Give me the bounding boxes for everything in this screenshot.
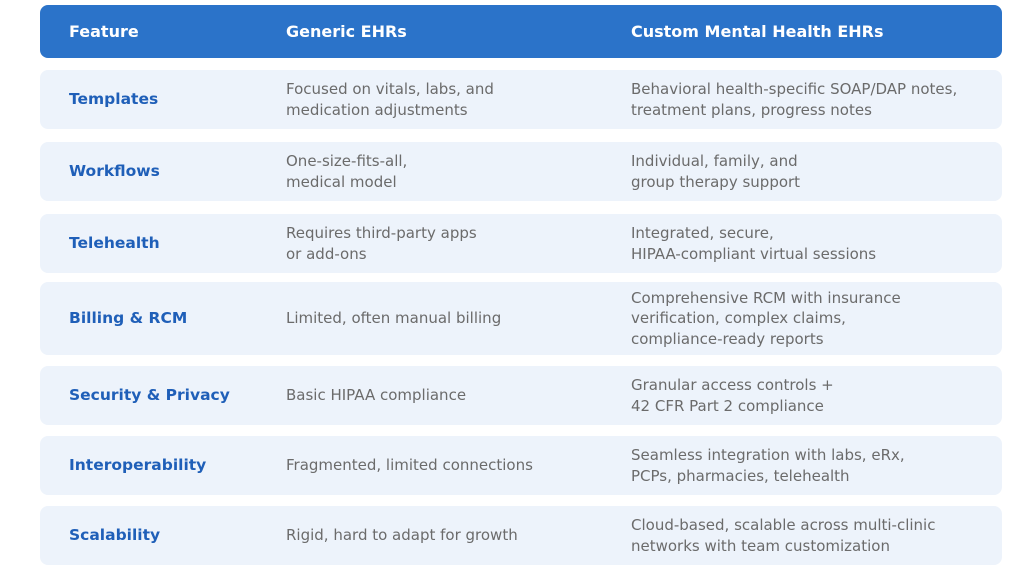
cell-text: Comprehensive RCM with insurance <box>631 288 901 307</box>
cell-text: Templates <box>69 90 159 109</box>
table-row: Workflows One-size-fits-all, medical model… <box>40 142 1002 201</box>
table-cell: Interoperability <box>69 436 206 495</box>
cell-text: Focused on vitals, labs, and <box>286 80 494 98</box>
table-cell: Integrated, secure, HIPAA-compliant virtu… <box>631 214 876 273</box>
table-cell: Limited, often manual billing <box>286 282 501 355</box>
cell-text: Scalability <box>69 526 161 545</box>
table-row: Templates Focused on vitals, labs, and med… <box>40 70 1002 129</box>
table-cell: Focused on vitals, labs, and medication a… <box>286 70 494 129</box>
cell-text: Billing & RCM <box>69 309 188 328</box>
table-cell: Behavioral health-specific SOAP/DAP note… <box>631 70 957 129</box>
cell-text: verification, complex claims, <box>631 309 846 328</box>
header-text: Generic EHRs <box>286 22 407 41</box>
table-row: Telehealth Requires third-party apps or ad… <box>40 214 1002 273</box>
table-cell: Granular access controls + 42 CFR Part 2 … <box>631 366 834 425</box>
cell-text: HIPAA-compliant virtual sessions <box>631 244 877 263</box>
cell-text: 42 CFR Part 2 compliance <box>631 396 824 415</box>
table-cell: Basic HIPAA compliance <box>286 366 466 425</box>
table-header: Feature Generic EHRs Custom Mental Health … <box>40 5 1002 58</box>
header-cell: Feature <box>69 5 139 58</box>
table-cell: Templates <box>69 70 158 129</box>
cell-text: One-size-fits-all, <box>286 152 408 170</box>
cell-text: medication adjustments <box>286 100 468 119</box>
table-row: Security & Privacy Basic HIPAA compliance… <box>40 366 1002 425</box>
header-text: Custom Mental Health EHRs <box>631 22 884 41</box>
header-cell: Custom Mental Health EHRs <box>631 5 884 58</box>
cell-text: group therapy support <box>631 172 801 191</box>
cell-text: or add-ons <box>286 244 367 263</box>
table-cell: Fragmented, limited connections <box>286 436 533 495</box>
cell-text: Integrated, secure, <box>631 224 774 242</box>
table-cell: Security & Privacy <box>69 366 230 425</box>
table-cell: Workflows <box>69 142 160 201</box>
cell-text: Workflows <box>69 162 160 181</box>
cell-text: Interoperability <box>69 456 207 475</box>
cell-text: Requires third-party apps <box>286 224 477 242</box>
table-cell: Individual, family, and group therapy sup… <box>631 142 800 201</box>
cell-text: treatment plans, progress notes <box>631 100 872 119</box>
table-row: Billing & RCM Limited, often manual billi… <box>40 282 1002 355</box>
table-row: Interoperability Fragmented, limited conn… <box>40 436 1002 495</box>
table-cell: Telehealth <box>69 214 160 273</box>
cell-text: Security & Privacy <box>69 386 230 405</box>
table-cell: Requires third-party apps or add-ons <box>286 214 477 273</box>
cell-text: Individual, family, and <box>631 152 798 170</box>
cell-text: Behavioral health-specific SOAP/DAP note… <box>631 80 958 98</box>
cell-text: Fragmented, limited connections <box>286 456 533 475</box>
table-cell: Cloud-based, scalable across multi-clini… <box>631 506 935 565</box>
cell-text: Limited, often manual billing <box>286 309 502 328</box>
cell-text: Granular access controls + <box>631 376 834 394</box>
table-row: Scalability Rigid, hard to adapt for grow… <box>40 506 1002 565</box>
cell-text: Seamless integration with labs, eRx, <box>631 446 905 464</box>
cell-text: Rigid, hard to adapt for growth <box>286 526 518 545</box>
header-cell: Generic EHRs <box>286 5 407 58</box>
cell-text: Basic HIPAA compliance <box>286 386 467 405</box>
table-cell: Scalability <box>69 506 160 565</box>
cell-text: compliance-ready reports <box>631 329 824 348</box>
cell-text: networks with team customization <box>631 536 890 555</box>
cell-text: Telehealth <box>69 234 160 253</box>
table-cell: Comprehensive RCM with insurance verifica… <box>631 282 901 355</box>
table-cell: Seamless integration with labs, eRx, PCPs… <box>631 436 905 495</box>
cell-text: Cloud-based, scalable across multi-clini… <box>631 516 936 534</box>
table-cell: One-size-fits-all, medical model <box>286 142 407 201</box>
header-text: Feature <box>69 22 139 41</box>
cell-text: medical model <box>286 172 397 191</box>
table-cell: Billing & RCM <box>69 282 187 355</box>
cell-text: PCPs, pharmacies, telehealth <box>631 466 850 485</box>
table-cell: Rigid, hard to adapt for growth <box>286 506 518 565</box>
